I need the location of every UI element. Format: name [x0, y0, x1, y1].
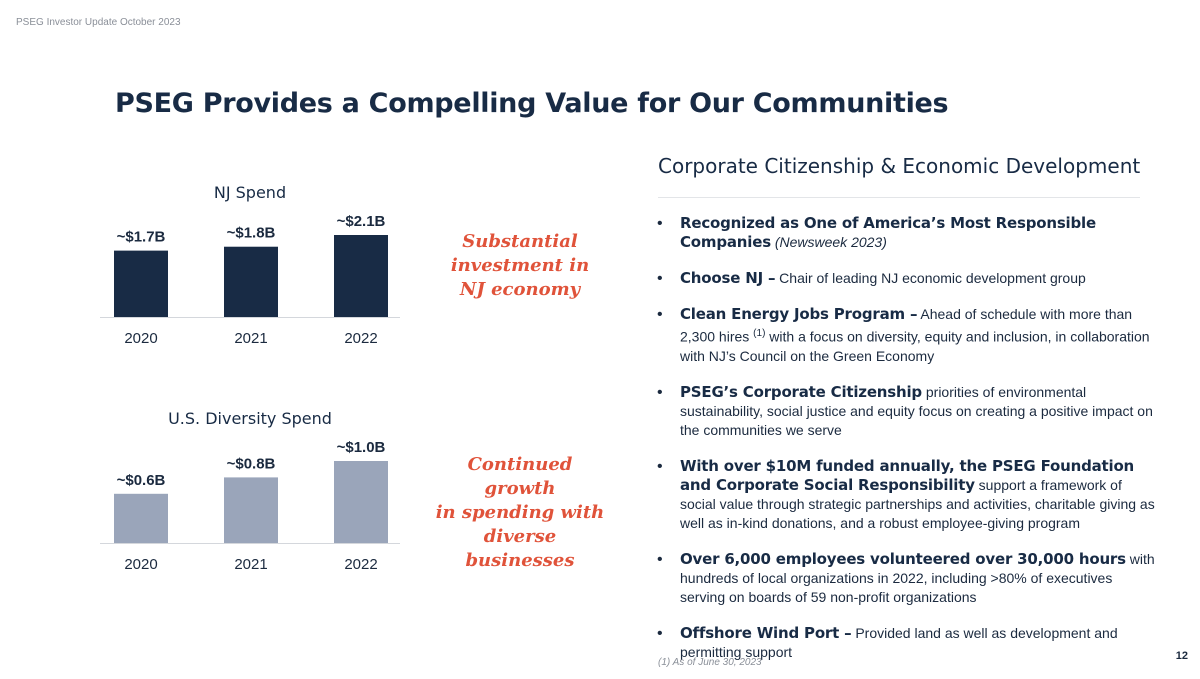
bullet-heading: Over 6,000 employees volunteered over 30… — [680, 549, 1126, 568]
bullet-icon: • — [657, 306, 663, 323]
bullet-icon: • — [657, 624, 663, 642]
x-tick-label: 2020 — [124, 556, 157, 573]
bullet-text: priorities of environmental sustainabili… — [680, 383, 1153, 438]
x-tick-label: 2021 — [234, 330, 267, 347]
x-tick-label: 2022 — [344, 556, 377, 573]
bar-value-label: ~$1.8B — [227, 225, 276, 242]
footnote: (1) As of June 30, 2023 — [658, 657, 762, 668]
header-note: PSEG Investor Update October 2023 — [16, 17, 181, 28]
x-tick-label: 2022 — [344, 330, 377, 347]
list-item: • With over $10M funded annually, the PS… — [656, 457, 1156, 533]
list-item: • Offshore Wind Port – Provided land as … — [656, 624, 1156, 662]
callout-line: diverse businesses — [465, 526, 575, 571]
footnote-marker: (1) — [753, 328, 766, 339]
bullet-text: Provided land as well as development and… — [680, 624, 1118, 660]
bar-2020 — [114, 250, 168, 317]
bar-2020 — [114, 493, 168, 543]
diversity-spend-chart: ~$0.6B 2020 ~$0.8B 2021 ~$1.0B 2022 — [100, 439, 400, 573]
bar-value-label: ~$0.8B — [227, 455, 276, 472]
nj-spend-title: NJ Spend — [213, 183, 287, 202]
callout-continued-growth: Continued growth in spending with divers… — [432, 453, 608, 573]
bullet-text: with a focus on diversity, equity and in… — [680, 328, 1150, 364]
bullet-heading: Offshore Wind Port – — [680, 623, 852, 642]
callout-substantial-investment: Substantial investment in NJ economy — [432, 230, 608, 302]
bullet-heading: PSEG’s Corporate Citizenship — [680, 382, 922, 401]
bullet-heading: Choose NJ – — [680, 269, 776, 287]
section-divider — [658, 197, 1140, 198]
callout-line: NJ economy — [459, 279, 581, 300]
list-item: • PSEG’s Corporate Citizenship prioritie… — [656, 383, 1156, 440]
callout-line: Continued growth — [467, 454, 573, 499]
list-item: • Clean Energy Jobs Program – Ahead of s… — [656, 305, 1156, 366]
bar-value-label: ~$2.1B — [337, 213, 386, 230]
bar-2021 — [224, 246, 278, 317]
callout-line: Substantial — [462, 231, 578, 252]
bullet-heading: Clean Energy Jobs Program – — [680, 305, 918, 323]
bar-value-label: ~$1.7B — [117, 229, 166, 246]
diversity-spend-title: U.S. Diversity Spend — [168, 409, 332, 428]
bar-2022 — [334, 461, 388, 543]
bullet-icon: • — [657, 457, 663, 475]
citizenship-list: • Recognized as One of America’s Most Re… — [656, 214, 1156, 679]
page-title: PSEG Provides a Compelling Value for Our… — [115, 88, 949, 119]
x-tick-label: 2020 — [124, 330, 157, 347]
list-item: • Choose NJ – Chair of leading NJ econom… — [656, 269, 1156, 288]
page-number: 12 — [1175, 650, 1188, 662]
bullet-heading: Recognized as One of America’s Most Resp… — [680, 214, 1096, 251]
nj-spend-chart: ~$1.7B 2020 ~$1.8B 2021 ~$2.1B 2022 — [100, 213, 400, 347]
bullet-text: Chair of leading NJ economic development… — [779, 270, 1086, 286]
bullet-text: Ahead of schedule with more than 2,300 h… — [680, 306, 1133, 345]
bar-value-label: ~$1.0B — [337, 439, 386, 456]
bullet-icon: • — [657, 550, 663, 568]
bullet-text: with hundreds of local organizations in … — [680, 550, 1155, 605]
section-heading: Corporate Citizenship & Economic Develop… — [658, 154, 1141, 178]
callout-line: investment in — [450, 255, 590, 276]
bullet-icon: • — [657, 215, 663, 232]
list-item: • Recognized as One of America’s Most Re… — [656, 214, 1156, 252]
bullet-source: (Newsweek 2023) — [774, 234, 887, 250]
bar-value-label: ~$0.6B — [117, 472, 166, 489]
bullet-text: support a framework of social value thro… — [680, 476, 1155, 531]
bar-2022 — [334, 235, 388, 317]
bar-2021 — [224, 477, 278, 543]
bullet-icon: • — [657, 270, 663, 287]
list-item: • Over 6,000 employees volunteered over … — [656, 550, 1156, 607]
bullet-icon: • — [657, 383, 663, 401]
x-tick-label: 2021 — [234, 556, 267, 573]
bullet-heading: With over $10M funded annually, the PSEG… — [680, 456, 1135, 494]
callout-line: in spending with — [435, 502, 605, 523]
